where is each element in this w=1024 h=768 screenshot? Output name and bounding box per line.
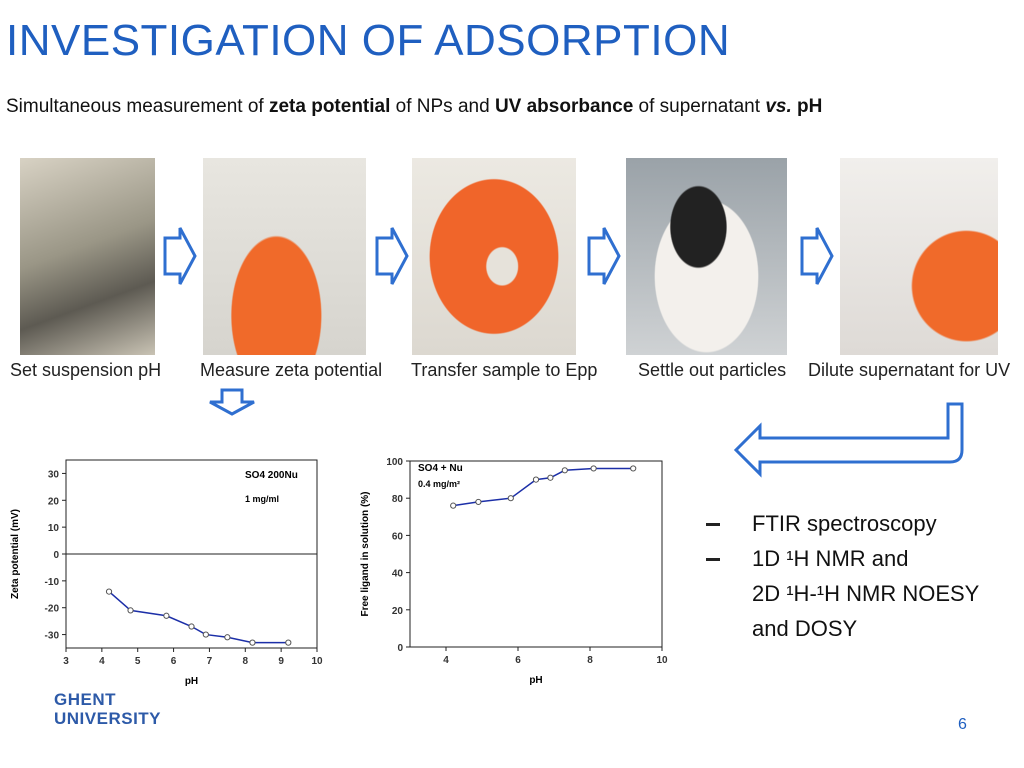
bullet: 1D ¹H NMR and [706,541,979,576]
data-point [249,639,256,646]
data-point [163,612,170,619]
logo-line: UNIVERSITY [54,709,162,728]
subtitle-part: zeta potential [268,96,391,117]
bullet-text: 1D ¹H NMR and [752,546,909,571]
step-label: Set suspension pH [10,360,162,380]
y-tick-label: -30 [45,631,60,642]
arrow [800,227,834,285]
x-tick-label: 10 [656,655,668,666]
y-tick-label: 20 [392,606,404,617]
x-axis-label: pH [529,675,542,686]
y-tick-label: 20 [48,496,60,507]
slide-title: INVESTIGATION OF ADSORPTION [6,16,731,65]
x-tick-label: 8 [243,656,249,667]
bullet-dash [706,558,720,561]
page-number: 6 [958,716,967,733]
bullet: FTIR spectroscopy [706,506,979,541]
y-tick-label: -20 [45,604,60,615]
arrow [587,227,621,285]
bullet-text: FTIR spectroscopy [752,511,937,536]
data-line [453,467,634,507]
bullet-text: and DOSY [752,616,858,641]
subtitle-part: of NPs and [390,96,495,117]
arrow [163,227,197,285]
step-label: Settle out particles [638,360,787,380]
step-label: Measure zeta potential [200,360,383,380]
x-tick-label: 4 [443,655,449,666]
return-arrow [733,402,964,478]
bullet: 2D ¹H-¹H NMR NOESY [706,576,979,611]
data-line [108,591,289,644]
x-axis-label: pH [185,676,198,687]
y-tick-label: 10 [48,523,60,534]
bullet-text: 2D ¹H-¹H NMR NOESY [752,581,980,606]
data-point [590,465,597,472]
x-tick-label: 9 [278,656,284,667]
step-label: Dilute supernatant for UV [808,360,1011,380]
annotation: SO4 + Nu [418,463,463,474]
plot-frame [409,460,663,648]
x-tick-label: 4 [99,656,105,667]
data-point [532,476,540,483]
data-point [507,495,514,502]
subtitle-part: of supernatant [633,96,766,117]
data-point [105,588,113,595]
logo-line: GHENT [54,690,116,709]
annotation: 0.4 mg/m² [418,479,460,489]
bullet-list: FTIR spectroscopy 1D ¹H NMR and 2D ¹H-¹H N… [706,506,979,646]
y-tick-label: 100 [386,457,403,468]
y-tick-label: -10 [45,577,60,588]
annotation: 1 mg/ml [245,494,279,504]
photo [412,158,576,355]
y-axis-label: Free ligand in solution (%) [360,492,371,617]
x-tick-label: 6 [171,656,177,667]
y-tick-label: 80 [392,494,404,505]
subtitle: Simultaneous measurement of zeta potenti… [6,96,822,118]
data-point [475,498,482,506]
data-point [188,623,195,630]
data-point [224,634,231,641]
x-tick-label: 10 [311,656,323,667]
logo: GHENT UNIVERSITY [54,690,161,728]
arrow [375,227,409,285]
x-tick-label: 8 [587,655,593,666]
x-tick-label: 3 [63,656,69,667]
x-tick-label: 5 [135,656,141,667]
data-point [561,467,568,474]
y-axis-label: Zeta potential (mV) [10,509,21,599]
subtitle-part: pH [791,96,823,117]
data-point [127,607,134,614]
data-point [285,639,292,646]
y-tick-label: 0 [397,643,403,654]
bullet-dash [706,523,720,526]
subtitle-part: Simultaneous measurement of [6,96,269,117]
x-tick-label: 6 [515,655,521,666]
data-point [630,465,637,472]
photo [203,158,366,355]
bullet: and DOSY [706,611,979,646]
step-label: Transfer sample to Epp [411,360,598,380]
subtitle-part: UV absorbance [494,96,634,117]
photo [20,158,155,355]
x-tick-label: 7 [207,656,213,667]
y-tick-label: 30 [48,469,60,480]
data-point [450,502,457,509]
y-tick-label: 40 [392,569,404,580]
photo [626,158,787,355]
data-point [547,474,554,481]
photo [840,158,998,355]
annotation: SO4 200Nu [245,470,298,481]
subtitle-part: vs. [765,96,792,117]
data-point [202,631,209,638]
y-tick-label: 60 [392,531,404,542]
y-tick-label: 0 [53,550,59,561]
arrow [209,388,255,416]
